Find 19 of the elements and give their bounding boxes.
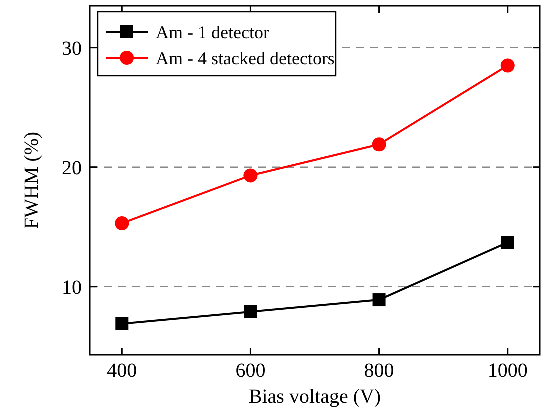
point [244, 168, 258, 183]
y-axis-title: FWHM (%) [21, 132, 43, 230]
point [116, 317, 129, 330]
x-tick-label: 1000 [488, 360, 528, 382]
x-axis-title: Bias voltage (V) [248, 386, 382, 408]
point [115, 216, 130, 231]
x-tick-label: 400 [107, 360, 138, 382]
point [372, 138, 386, 152]
y-tick-label: 10 [62, 276, 82, 299]
x-tick-label: 800 [364, 360, 394, 382]
point [244, 305, 258, 318]
point [372, 294, 386, 307]
point [500, 58, 515, 73]
legend-label: Am - 1 detector [156, 22, 270, 42]
x-tick-label: 600 [236, 360, 266, 382]
legend-label: Am - 4 stacked detectors [156, 48, 335, 68]
point [501, 236, 514, 250]
y-tick-label: 20 [62, 157, 82, 180]
y-tick-label: 30 [62, 38, 82, 60]
